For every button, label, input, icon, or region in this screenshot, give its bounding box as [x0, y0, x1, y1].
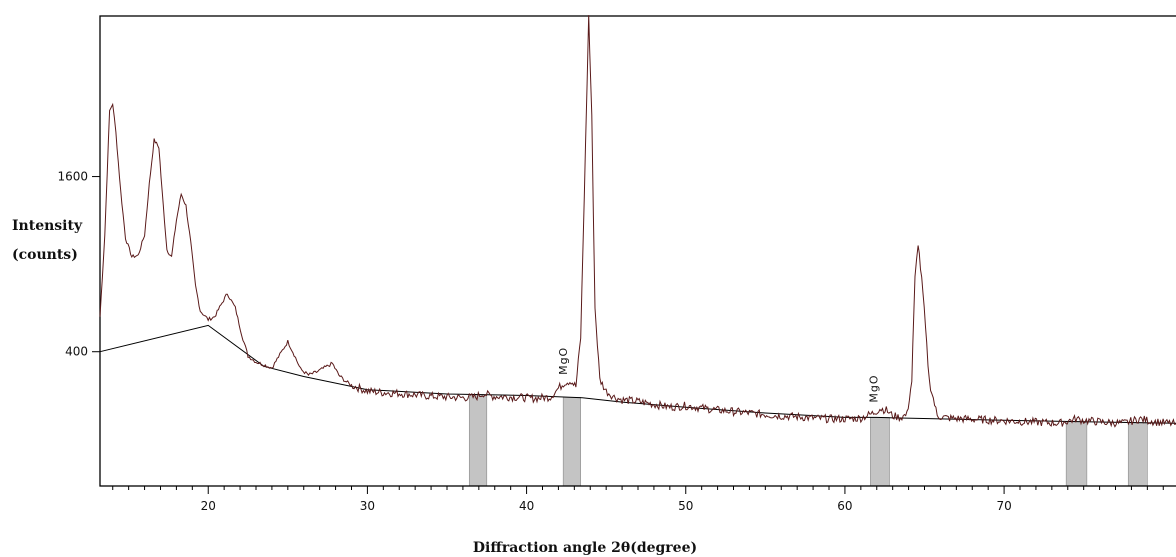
- plot-frame: [99, 15, 1176, 487]
- x-tick-label: 30: [360, 499, 375, 513]
- shaded-bands: [468, 394, 1148, 487]
- pattern-line: [99, 15, 1176, 428]
- x-axis-title: Diffraction angle 2θ(degree): [473, 540, 697, 556]
- x-tick-label: 40: [519, 499, 534, 513]
- y-axis-title-line2: (counts): [12, 247, 78, 263]
- shaded-band-1: [468, 394, 488, 487]
- x-axis-ticks: 20 30 40 50 60 70: [112, 486, 1164, 513]
- background-line: [99, 324, 1176, 424]
- x-tick-label: 50: [678, 499, 693, 513]
- peak-annotations: MgO MgO: [557, 347, 880, 403]
- peak-label: MgO: [868, 374, 881, 402]
- x-tick-label: 60: [837, 499, 852, 513]
- shaded-band-4: [1065, 421, 1088, 487]
- peak-label: MgO: [557, 347, 570, 375]
- y-axis-title-line1: Intensity: [12, 218, 83, 234]
- y-tick-label: 1600: [57, 170, 88, 184]
- y-tick-label: 400: [65, 345, 88, 359]
- x-tick-label: 70: [996, 499, 1011, 513]
- y-axis-ticks: 400 1600: [57, 170, 100, 359]
- background-series: [99, 324, 1176, 424]
- pattern-series: [99, 15, 1176, 428]
- x-tick-label: 20: [201, 499, 216, 513]
- shaded-band-5: [1127, 422, 1148, 487]
- shaded-band-3: [870, 417, 890, 487]
- shaded-band-2: [562, 396, 581, 487]
